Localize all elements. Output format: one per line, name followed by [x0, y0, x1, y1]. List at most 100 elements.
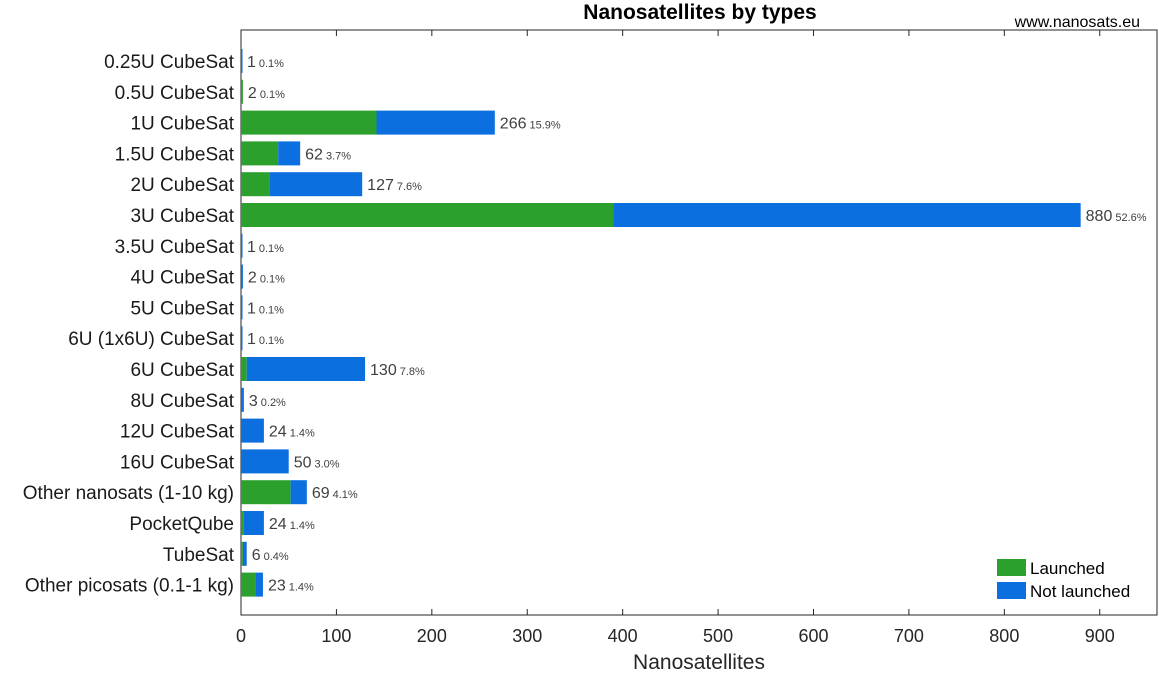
value-label-1-5u-cubesat: 62 3.7% — [305, 146, 351, 163]
x-tick-label-600: 600 — [798, 626, 828, 646]
value-total-2u-cubesat: 127 — [367, 177, 394, 194]
legend-label-launched: Launched — [1030, 559, 1105, 578]
legend-label-not-launched: Not launched — [1030, 582, 1130, 601]
bar-0-5u-cubesat-launched — [241, 79, 243, 104]
value-label-16u-cubesat: 50 3.0% — [294, 454, 340, 471]
value-total-6u-1x6u-cubesat: 1 — [247, 331, 256, 348]
bar-12u-cubesat-not-launched — [241, 418, 264, 443]
category-label-12u-cubesat: 12U CubeSat — [120, 422, 235, 443]
bar-3u-cubesat-not-launched — [613, 203, 1081, 227]
bar-1-5u-cubesat-not-launched — [278, 141, 301, 166]
category-label-8u-cubesat: 8U CubeSat — [130, 391, 234, 412]
x-tick-label-900: 900 — [1085, 626, 1115, 646]
category-label-1-5u-cubesat: 1.5U CubeSat — [115, 144, 235, 165]
value-percent-6u-1x6u-cubesat: 0.1% — [259, 335, 284, 347]
source-label: www.nanosats.eu — [1014, 14, 1140, 31]
value-percent-pocketqube: 1.4% — [290, 520, 315, 532]
value-total-4u-cubesat: 2 — [248, 270, 257, 287]
x-tick-label-500: 500 — [703, 626, 733, 646]
value-total-3-5u-cubesat: 1 — [247, 239, 256, 256]
plot-area — [240, 29, 1158, 616]
bar-3u-cubesat-launched — [241, 203, 614, 227]
bar-0-25u-cubesat-not-launched — [241, 49, 243, 73]
value-total-0-5u-cubesat: 2 — [248, 85, 257, 102]
bar-6u-1x6u-cubesat-not-launched — [241, 326, 243, 351]
value-total-pocketqube: 24 — [269, 516, 287, 533]
value-total-1u-cubesat: 266 — [500, 116, 527, 133]
value-label-3-5u-cubesat: 1 0.1% — [247, 239, 284, 256]
bar-pocketqube-launched — [241, 511, 244, 535]
bar-6u-cubesat-launched — [241, 357, 247, 381]
x-axis-ticks: 0 100 200 300 400 500 600 700 800 900 — [236, 30, 1115, 646]
value-total-8u-cubesat: 3 — [249, 393, 258, 410]
value-percent-1u-cubesat: 15.9% — [530, 120, 561, 132]
value-label-3u-cubesat: 880 52.6% — [1086, 208, 1147, 225]
category-labels: 0.25U CubeSat 0.5U CubeSat 1U CubeSat 1.5U … — [23, 52, 235, 597]
value-total-0-25u-cubesat: 1 — [247, 54, 256, 71]
bar-2u-cubesat-not-launched — [269, 172, 363, 197]
value-total-5u-cubesat: 1 — [247, 300, 256, 317]
category-label-tubesat: TubeSat — [163, 545, 235, 566]
value-label-8u-cubesat: 3 0.2% — [249, 393, 286, 410]
value-total-12u-cubesat: 24 — [269, 424, 287, 441]
value-percent-12u-cubesat: 1.4% — [290, 428, 315, 440]
bar-pocketqube-not-launched — [243, 511, 264, 535]
value-label-0-25u-cubesat: 1 0.1% — [247, 54, 284, 71]
category-label-2u-cubesat: 2U CubeSat — [130, 175, 234, 196]
value-percent-3u-cubesat: 52.6% — [1115, 212, 1146, 224]
value-percent-6u-cubesat: 7.8% — [400, 366, 425, 378]
value-percent-16u-cubesat: 3.0% — [315, 458, 340, 470]
value-label-pocketqube: 24 1.4% — [269, 516, 315, 533]
category-label-0-25u-cubesat: 0.25U CubeSat — [104, 52, 235, 73]
value-label-12u-cubesat: 24 1.4% — [269, 424, 315, 441]
bar-other-picosats-0-1-1-kg-not-launched — [255, 572, 263, 597]
value-percent-3-5u-cubesat: 0.1% — [259, 243, 284, 255]
bar-3-5u-cubesat-not-launched — [241, 233, 243, 258]
x-tick-label-100: 100 — [321, 626, 351, 646]
bar-2u-cubesat-launched — [241, 172, 270, 197]
value-labels: 1 0.1%2 0.1%266 15.9%62 3.7%127 7.6%880 52.6%1… — [247, 54, 1147, 595]
bar-1u-cubesat-not-launched — [376, 110, 495, 135]
category-label-other-picosats-0-1-1-kg: Other picosats (0.1-1 kg) — [25, 576, 234, 597]
x-tick-label-0: 0 — [236, 626, 246, 646]
value-percent-2u-cubesat: 7.6% — [397, 181, 422, 193]
category-label-6u-cubesat: 6U CubeSat — [130, 360, 234, 381]
bar-1-5u-cubesat-launched — [241, 141, 279, 166]
value-label-6u-cubesat: 130 7.8% — [370, 362, 425, 379]
value-total-6u-cubesat: 130 — [370, 362, 397, 379]
chart-title: Nanosatellites by types — [583, 1, 816, 24]
x-tick-label-300: 300 — [512, 626, 542, 646]
value-label-5u-cubesat: 1 0.1% — [247, 300, 284, 317]
value-label-other-picosats-0-1-1-kg: 23 1.4% — [268, 578, 314, 595]
value-total-other-picosats-0-1-1-kg: 23 — [268, 578, 286, 595]
bar-other-picosats-0-1-1-kg-launched — [241, 572, 256, 597]
bar-16u-cubesat-not-launched — [241, 449, 289, 474]
value-total-16u-cubesat: 50 — [294, 454, 312, 471]
category-label-5u-cubesat: 5U CubeSat — [130, 298, 234, 319]
value-label-2u-cubesat: 127 7.6% — [367, 177, 422, 194]
value-total-tubesat: 6 — [252, 547, 261, 564]
value-label-tubesat: 6 0.4% — [252, 547, 289, 564]
bars-group — [241, 49, 1081, 597]
value-label-0-5u-cubesat: 2 0.1% — [248, 85, 285, 102]
value-label-1u-cubesat: 266 15.9% — [500, 116, 561, 133]
category-label-1u-cubesat: 1U CubeSat — [130, 114, 234, 135]
value-percent-8u-cubesat: 0.2% — [261, 397, 286, 409]
category-label-4u-cubesat: 4U CubeSat — [130, 268, 234, 289]
value-percent-tubesat: 0.4% — [264, 551, 289, 563]
value-percent-0-5u-cubesat: 0.1% — [260, 89, 285, 101]
category-label-3-5u-cubesat: 3.5U CubeSat — [115, 237, 235, 258]
category-label-pocketqube: PocketQube — [129, 514, 234, 535]
category-label-3u-cubesat: 3U CubeSat — [130, 206, 234, 227]
bar-5u-cubesat-not-launched — [241, 295, 243, 320]
category-label-6u-1x6u-cubesat: 6U (1x6U) CubeSat — [68, 329, 235, 350]
value-total-3u-cubesat: 880 — [1086, 208, 1113, 225]
x-axis-label: Nanosatellites — [633, 651, 765, 674]
bar-tubesat-launched — [241, 541, 243, 566]
value-total-1-5u-cubesat: 62 — [305, 146, 323, 163]
value-label-4u-cubesat: 2 0.1% — [248, 270, 285, 287]
bar-tubesat-not-launched — [242, 541, 247, 566]
x-tick-label-400: 400 — [608, 626, 638, 646]
category-label-0-5u-cubesat: 0.5U CubeSat — [115, 83, 235, 104]
